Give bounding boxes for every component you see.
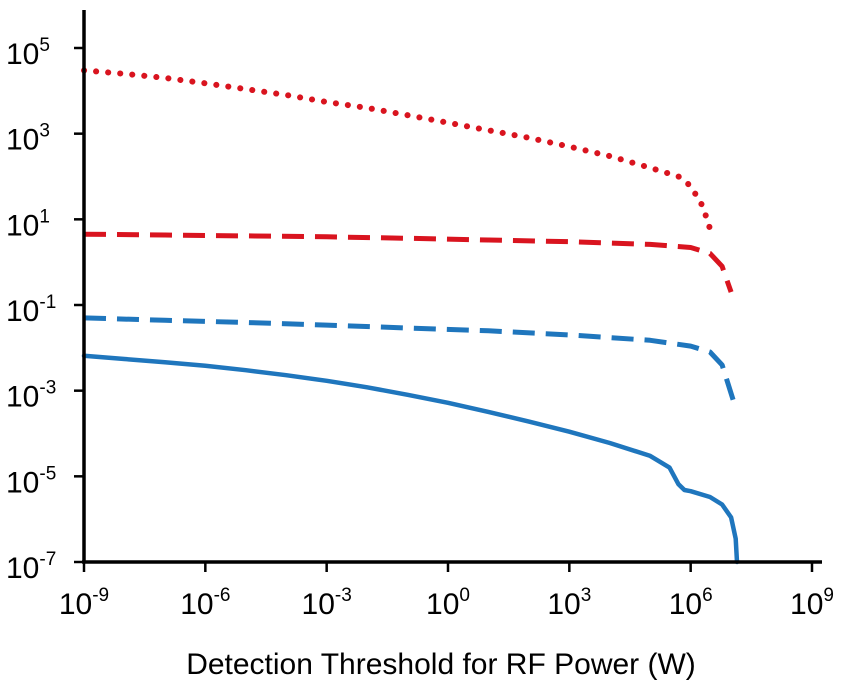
y-tick-label-3: 101 [6, 206, 50, 242]
x-tick-label-7: 109 [790, 585, 834, 621]
axes-layer [82, 10, 822, 564]
series-line-3 [83, 315, 737, 405]
y-tick-base-7: 10 [6, 552, 39, 585]
y-tick-exp-2: 3 [39, 121, 50, 142]
y-tick-label-5: 10-3 [6, 378, 56, 414]
x-tick-exp-6: 6 [702, 585, 713, 606]
x-axis-title: Detection Threshold for RF Power (W) [186, 648, 696, 681]
x-tick-exp-2: -6 [214, 585, 231, 606]
x-tick-label-3: 10-3 [302, 585, 352, 621]
series-layer [81, 67, 740, 565]
x-tick-base-6: 10 [669, 588, 702, 621]
y-tick-base-5: 10 [6, 381, 39, 414]
y-tick-exp-4: -1 [39, 292, 56, 313]
y-tick-label-6: 10-5 [6, 463, 56, 499]
x-tick-label-6: 106 [669, 585, 713, 621]
y-tick-base-6: 10 [6, 466, 39, 499]
x-tick-base-4: 10 [426, 588, 459, 621]
y-tick-exp-3: 1 [39, 206, 50, 227]
x-tick-base-5: 10 [547, 588, 580, 621]
x-tick-base-2: 10 [180, 588, 213, 621]
y-tick-base-3: 10 [6, 209, 39, 242]
x-tick-exp-1: -9 [92, 585, 109, 606]
y-tick-base-2: 10 [6, 124, 39, 157]
y-tick-exp-6: -5 [39, 463, 56, 484]
x-tick-label-5: 103 [547, 585, 591, 621]
x-tick-label-1: 10-9 [59, 585, 109, 621]
x-tick-base-3: 10 [302, 588, 335, 621]
x-tick-exp-7: 9 [823, 585, 834, 606]
x-tick-base-7: 10 [790, 588, 823, 621]
y-tick-label-2: 103 [6, 121, 50, 157]
y-tick-exp-7: -7 [39, 549, 56, 570]
series-line-1 [81, 67, 713, 232]
series-line-4 [81, 353, 740, 565]
x-tick-exp-4: 0 [459, 585, 470, 606]
y-tick-exp-1: 5 [39, 35, 50, 56]
x-tick-label-4: 100 [426, 585, 470, 621]
y-tick-label-1: 105 [6, 35, 50, 71]
y-tick-exp-5: -3 [39, 378, 56, 399]
x-tick-exp-5: 3 [581, 585, 592, 606]
y-tick-label-4: 10-1 [6, 292, 56, 328]
y-tick-label-7: 10-7 [6, 549, 56, 585]
x-tick-base-1: 10 [59, 588, 92, 621]
x-tick-label-2: 10-6 [180, 585, 230, 621]
ticks-layer: 10-9 10-6 10-3 100 103 106 10910510310110-110-… [6, 35, 834, 621]
x-tick-exp-3: -3 [335, 585, 352, 606]
y-tick-base-4: 10 [6, 295, 39, 328]
y-tick-base-1: 10 [6, 38, 39, 71]
series-line-2 [83, 231, 734, 293]
